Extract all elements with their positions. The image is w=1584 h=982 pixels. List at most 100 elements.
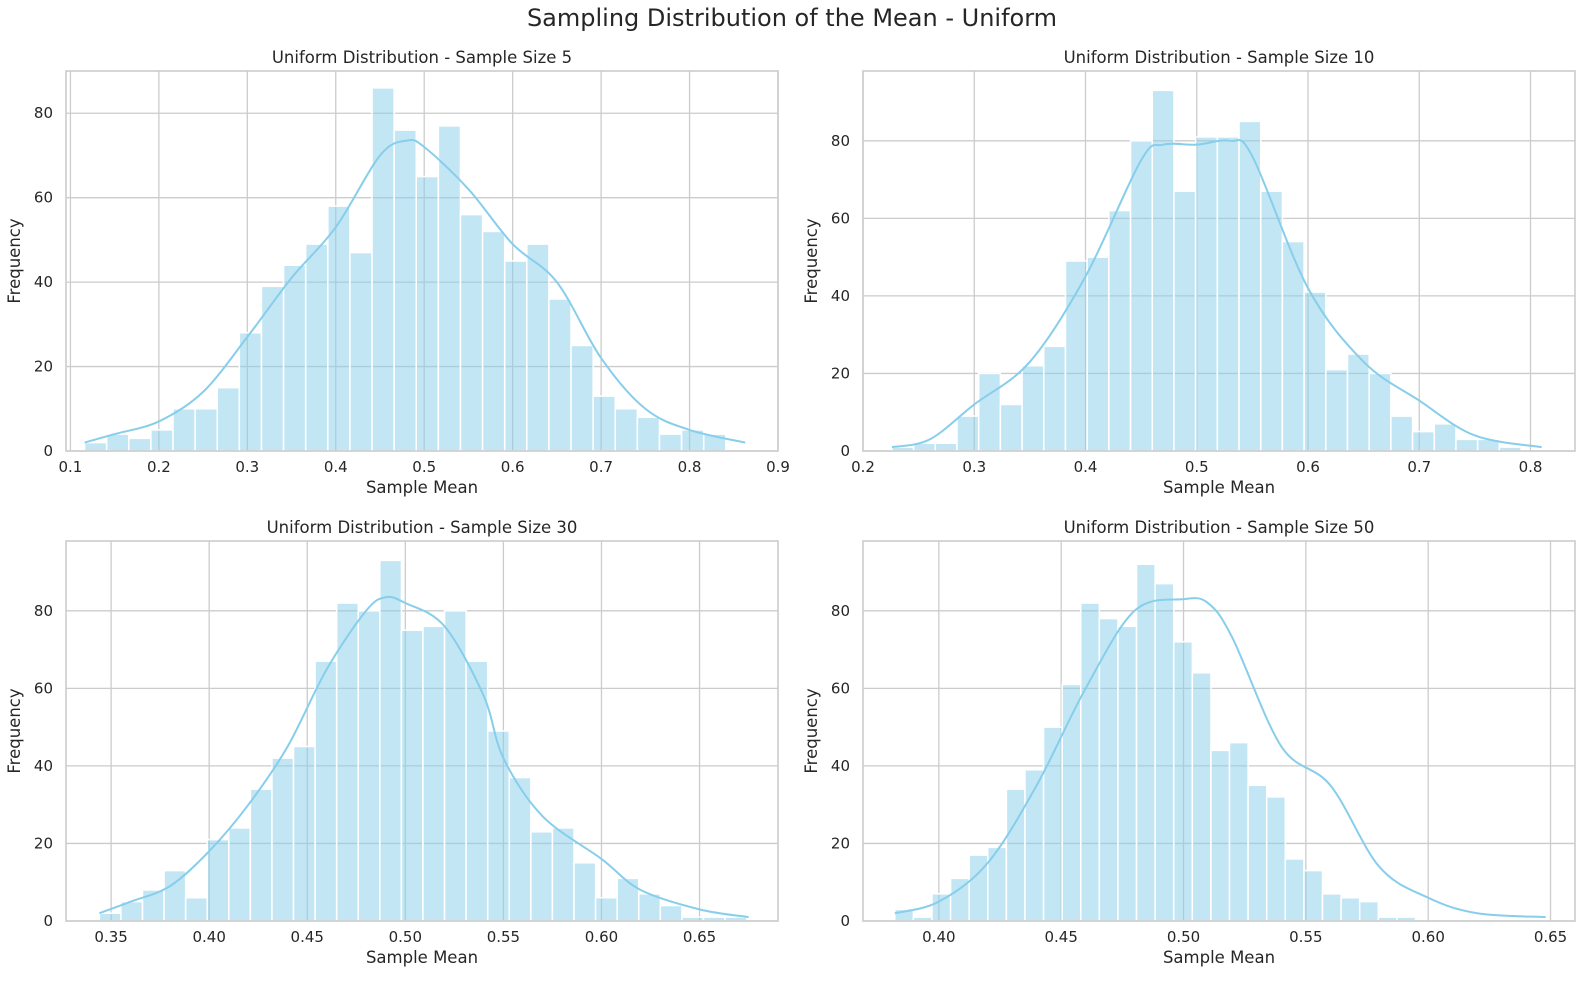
y-tick-label: 40 bbox=[831, 757, 850, 775]
histogram-bar bbox=[1238, 120, 1262, 452]
histogram-bar bbox=[548, 298, 572, 452]
histogram-bar bbox=[1151, 89, 1175, 452]
histogram-bars bbox=[891, 89, 1522, 452]
x-tick-label: 0.2 bbox=[851, 458, 875, 476]
histogram-bar bbox=[508, 776, 532, 922]
histogram-bar bbox=[1358, 900, 1380, 922]
histogram-bar bbox=[1117, 625, 1138, 922]
x-tick-label: 0.55 bbox=[1289, 928, 1322, 946]
histogram-bar bbox=[1476, 438, 1501, 452]
y-tick-label: 0 bbox=[840, 442, 850, 460]
histogram-bar bbox=[271, 757, 295, 922]
histogram-bar bbox=[1284, 858, 1305, 922]
histogram-bar bbox=[1154, 582, 1175, 922]
histogram-bar bbox=[379, 559, 403, 922]
y-tick-label: 0 bbox=[840, 912, 850, 930]
x-tick-label: 0.55 bbox=[487, 928, 520, 946]
histogram-bar bbox=[314, 660, 338, 922]
histogram-bar bbox=[1024, 769, 1045, 922]
histogram-bar bbox=[1281, 240, 1305, 452]
histogram-bar bbox=[437, 125, 462, 452]
histogram-bar bbox=[443, 610, 467, 922]
x-tick-label: 0.40 bbox=[192, 928, 225, 946]
histogram-bar bbox=[282, 264, 307, 452]
x-axis-label: Sample Mean bbox=[1163, 948, 1275, 967]
kde-curve bbox=[84, 138, 746, 444]
x-tick-label: 0.4 bbox=[1074, 458, 1098, 476]
histogram-bar bbox=[1321, 893, 1342, 922]
histogram-bar bbox=[349, 251, 373, 452]
y-axis-label: Frequency bbox=[5, 218, 24, 303]
histogram-bar bbox=[1411, 430, 1436, 452]
histogram-bar bbox=[327, 205, 351, 452]
histogram-bar bbox=[1303, 869, 1324, 922]
histogram-bar bbox=[1346, 353, 1370, 452]
histogram-bar bbox=[238, 332, 263, 452]
y-tick-label: 80 bbox=[831, 132, 850, 150]
x-tick-label: 0.45 bbox=[291, 928, 324, 946]
histogram-bar bbox=[968, 854, 989, 922]
y-tick-label: 60 bbox=[831, 209, 850, 227]
y-tick-label: 40 bbox=[34, 757, 53, 775]
histogram-bar bbox=[1086, 256, 1110, 452]
histogram-bar bbox=[680, 429, 705, 452]
histogram-bar bbox=[371, 87, 395, 452]
histogram-bar bbox=[228, 827, 252, 922]
axes-frame bbox=[862, 70, 1576, 452]
histogram-bar bbox=[1498, 446, 1522, 452]
axes-frame bbox=[862, 540, 1576, 922]
histogram-bar bbox=[637, 893, 662, 922]
x-tick-label: 0.3 bbox=[235, 458, 259, 476]
y-tick-label: 80 bbox=[34, 602, 53, 620]
histogram-bar bbox=[592, 395, 617, 452]
y-axis-label: Frequency bbox=[802, 218, 821, 303]
kde-curve bbox=[98, 595, 749, 919]
histogram-bar bbox=[393, 129, 418, 452]
y-tick-label: 60 bbox=[831, 679, 850, 697]
histogram-bar bbox=[503, 260, 528, 452]
histogram-bar bbox=[486, 730, 511, 922]
histogram-bar bbox=[912, 442, 937, 452]
y-tick-label: 20 bbox=[34, 358, 53, 376]
histogram-bar bbox=[934, 442, 958, 452]
histogram-bar bbox=[681, 916, 705, 922]
y-axis-label: Frequency bbox=[5, 688, 24, 773]
x-tick-label: 0.6 bbox=[501, 458, 525, 476]
histogram-bars bbox=[98, 559, 748, 922]
x-tick-label: 0.2 bbox=[147, 458, 171, 476]
histogram-bar bbox=[120, 900, 144, 922]
histogram-bar bbox=[1247, 784, 1268, 922]
histogram-bar bbox=[1433, 423, 1457, 452]
grid bbox=[66, 71, 779, 452]
x-tick-label: 0.5 bbox=[412, 458, 436, 476]
kde-curve bbox=[891, 139, 1542, 449]
histogram-bar bbox=[357, 610, 381, 922]
x-tick-label: 0.9 bbox=[766, 458, 790, 476]
y-tick-label: 60 bbox=[34, 189, 53, 207]
histogram-bar bbox=[1005, 788, 1026, 922]
x-tick-label: 0.6 bbox=[1296, 458, 1320, 476]
histogram-bar bbox=[1368, 372, 1392, 452]
histogram-bar bbox=[98, 912, 122, 922]
histogram-bar bbox=[1228, 741, 1249, 922]
histogram-bar bbox=[163, 869, 187, 922]
histogram-bar bbox=[573, 862, 597, 922]
histogram-bar bbox=[1303, 291, 1327, 452]
y-tick-label: 20 bbox=[34, 834, 53, 852]
histogram-bar bbox=[570, 344, 594, 452]
histogram-bar bbox=[931, 893, 952, 922]
histogram-bar bbox=[105, 433, 130, 452]
histogram-bar bbox=[1325, 368, 1349, 452]
histogram-bar bbox=[459, 213, 484, 452]
histogram-bar bbox=[724, 916, 748, 922]
plot-area bbox=[66, 71, 778, 451]
histogram-bar bbox=[1210, 749, 1231, 922]
y-tick-label: 20 bbox=[831, 834, 850, 852]
histogram-bar bbox=[141, 889, 165, 922]
subplot-title: Uniform Distribution - Sample Size 5 bbox=[272, 48, 572, 67]
histogram-bar bbox=[702, 916, 726, 922]
